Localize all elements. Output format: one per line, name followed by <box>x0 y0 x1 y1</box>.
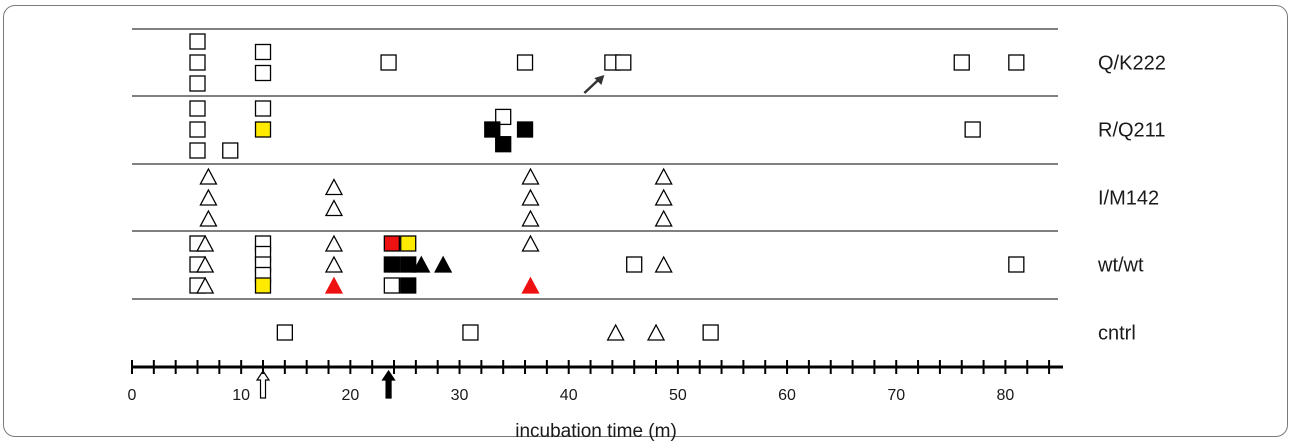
row-label: R/Q211 <box>1098 120 1165 142</box>
triangle-marker <box>196 255 215 273</box>
square-marker <box>400 256 417 273</box>
square-marker <box>189 121 206 138</box>
triangle-marker <box>324 178 344 196</box>
square-marker <box>254 64 272 82</box>
square-marker <box>964 121 981 138</box>
square-marker <box>1008 256 1025 273</box>
square-marker <box>516 54 534 71</box>
triangle-marker <box>434 255 453 273</box>
square-marker <box>254 121 272 138</box>
triangle-marker <box>199 188 218 206</box>
x-axis: 0 10 20 30 40 50 60 70 80 <box>128 360 1063 404</box>
square-marker <box>953 54 970 71</box>
square-marker <box>189 75 206 92</box>
triangle-marker <box>324 276 344 294</box>
x-tick-label: 0 <box>128 387 137 404</box>
row-separators <box>132 28 1058 300</box>
x-tick-label: 40 <box>560 387 578 404</box>
square-marker <box>495 108 512 126</box>
square-marker <box>383 256 400 273</box>
triangle-marker <box>412 255 431 273</box>
square-marker <box>615 54 632 71</box>
square-marker <box>189 33 206 50</box>
triangle-marker <box>199 167 218 185</box>
triangle-marker <box>521 234 540 252</box>
square-marker <box>276 324 293 341</box>
triangle-marker <box>521 276 540 294</box>
square-marker <box>189 54 206 71</box>
black-time-arrow <box>381 369 396 399</box>
row-labels: Q/K222 R/Q211 I/M142 wt/wt cntrl <box>1097 53 1166 345</box>
triangle-marker <box>324 255 344 273</box>
triangle-marker <box>196 234 215 252</box>
square-marker <box>254 100 272 117</box>
square-marker <box>462 324 479 341</box>
triangle-marker <box>654 209 673 227</box>
square-marker <box>495 136 512 153</box>
triangle-marker <box>324 234 344 252</box>
square-marker <box>222 142 239 159</box>
triangle-marker <box>199 209 218 227</box>
square-marker <box>400 235 417 252</box>
white-time-arrow <box>255 369 271 399</box>
triangle-marker <box>654 167 673 185</box>
x-tick-label: 10 <box>232 387 250 404</box>
triangle-marker <box>521 209 540 227</box>
x-tick-label: 60 <box>778 387 796 404</box>
x-axis-title: incubation time (m) <box>515 421 677 442</box>
square-marker <box>1008 54 1025 71</box>
x-tick-label: 20 <box>341 387 359 404</box>
data-markers <box>189 33 1025 341</box>
square-marker <box>400 277 417 294</box>
row-label: I/M142 <box>1098 188 1159 210</box>
square-marker <box>626 256 643 273</box>
square-marker <box>189 100 206 117</box>
x-tick-label: 50 <box>669 387 687 404</box>
square-marker <box>189 142 206 159</box>
row-label: cntrl <box>1098 323 1136 345</box>
square-marker <box>254 277 272 294</box>
square-marker <box>484 121 501 138</box>
x-tick-label: 80 <box>997 387 1015 404</box>
square-marker <box>254 43 272 61</box>
square-marker <box>383 235 400 252</box>
x-tick-label: 70 <box>887 387 905 404</box>
triangle-marker <box>521 188 540 206</box>
row-label: wt/wt <box>1097 255 1144 277</box>
triangle-marker <box>654 188 673 206</box>
triangle-marker <box>646 323 666 341</box>
row-label: Q/K222 <box>1098 53 1166 75</box>
triangle-marker <box>196 276 215 294</box>
triangle-marker <box>654 255 673 273</box>
triangle-marker <box>606 323 625 341</box>
x-tick-label: 30 <box>451 387 469 404</box>
square-marker <box>516 121 534 138</box>
square-marker <box>383 277 400 294</box>
triangle-marker <box>521 167 540 185</box>
pointer-arrow <box>583 75 605 94</box>
square-marker <box>702 324 719 341</box>
square-marker <box>380 54 397 71</box>
triangle-marker <box>324 199 344 217</box>
annotations <box>255 75 605 399</box>
figure-frame <box>3 5 1288 437</box>
